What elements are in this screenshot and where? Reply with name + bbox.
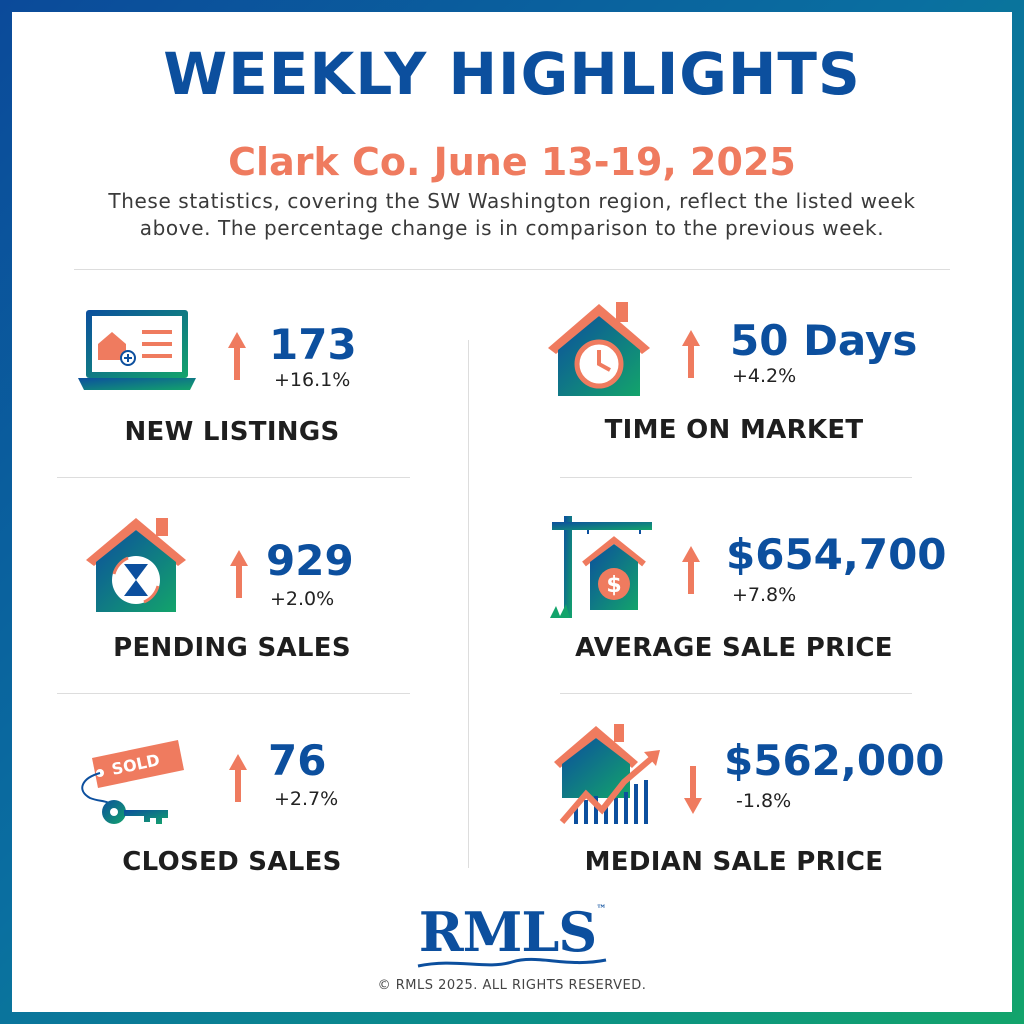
arrow-up-icon [229,754,247,802]
closed-sales-label: CLOSED SALES [122,847,342,877]
row-divider-left-2 [57,693,410,694]
row-divider-left-1 [57,477,410,478]
arrow-up-icon [230,550,248,598]
average-sale-price-value: $654,700 [726,530,947,579]
laptop-house-icon [78,310,196,390]
row-divider-right-2 [560,693,912,694]
highlights-card: WEEKLY HIGHLIGHTS Clark Co. June 13-19, … [12,12,1012,1012]
closed-sales-change: +2.7% [274,788,339,810]
description-line-2: above. The percentage change is in compa… [139,216,885,240]
house-clock-icon [548,302,650,396]
sold-tag-key-icon: SOLD [81,740,184,824]
time-on-market-change: +4.2% [732,365,797,387]
description-line-1: These statistics, covering the SW Washin… [108,189,916,213]
house-hourglass-icon [86,518,186,612]
arrow-up-icon [682,546,700,594]
description: These statistics, covering the SW Washin… [52,188,972,242]
average-sale-price-change: +7.8% [732,584,797,606]
average-sale-price-label: AVERAGE SALE PRICE [575,633,893,663]
rmls-logo-text: RMLS [418,900,598,964]
region-date-subtitle: Clark Co. June 13-19, 2025 [228,140,796,184]
rmls-logo: RMLS™ [12,900,1012,964]
closed-sales-value: 76 [268,736,327,785]
pending-sales-label: PENDING SALES [113,633,351,663]
arrow-down-icon [684,766,702,814]
pending-sales-change: +2.0% [270,588,335,610]
row-divider-right-1 [560,477,912,478]
new-listings-change: +16.1% [274,369,351,391]
logo-swoosh-icon [417,957,607,968]
copyright-text: © RMLS 2025. ALL RIGHTS RESERVED. [377,978,647,993]
new-listings-label: NEW LISTINGS [124,417,340,447]
house-sign-dollar-icon: $ [550,516,652,618]
pending-sales-value: 929 [266,536,354,585]
median-sale-price-change: -1.8% [736,790,792,812]
arrow-up-icon [228,332,246,380]
header-divider [74,269,950,270]
page-title: WEEKLY HIGHLIGHTS [163,40,861,108]
svg-text:$: $ [606,573,621,598]
median-sale-price-label: MEDIAN SALE PRICE [584,847,884,877]
column-divider [468,340,469,868]
time-on-market-label: TIME ON MARKET [604,415,864,445]
new-listings-value: 173 [269,320,357,369]
median-sale-price-value: $562,000 [724,736,945,785]
trademark-symbol: ™ [596,904,606,915]
time-on-market-value: 50 Days [730,316,918,365]
house-chart-icon [554,724,660,824]
arrow-up-icon [682,330,700,378]
